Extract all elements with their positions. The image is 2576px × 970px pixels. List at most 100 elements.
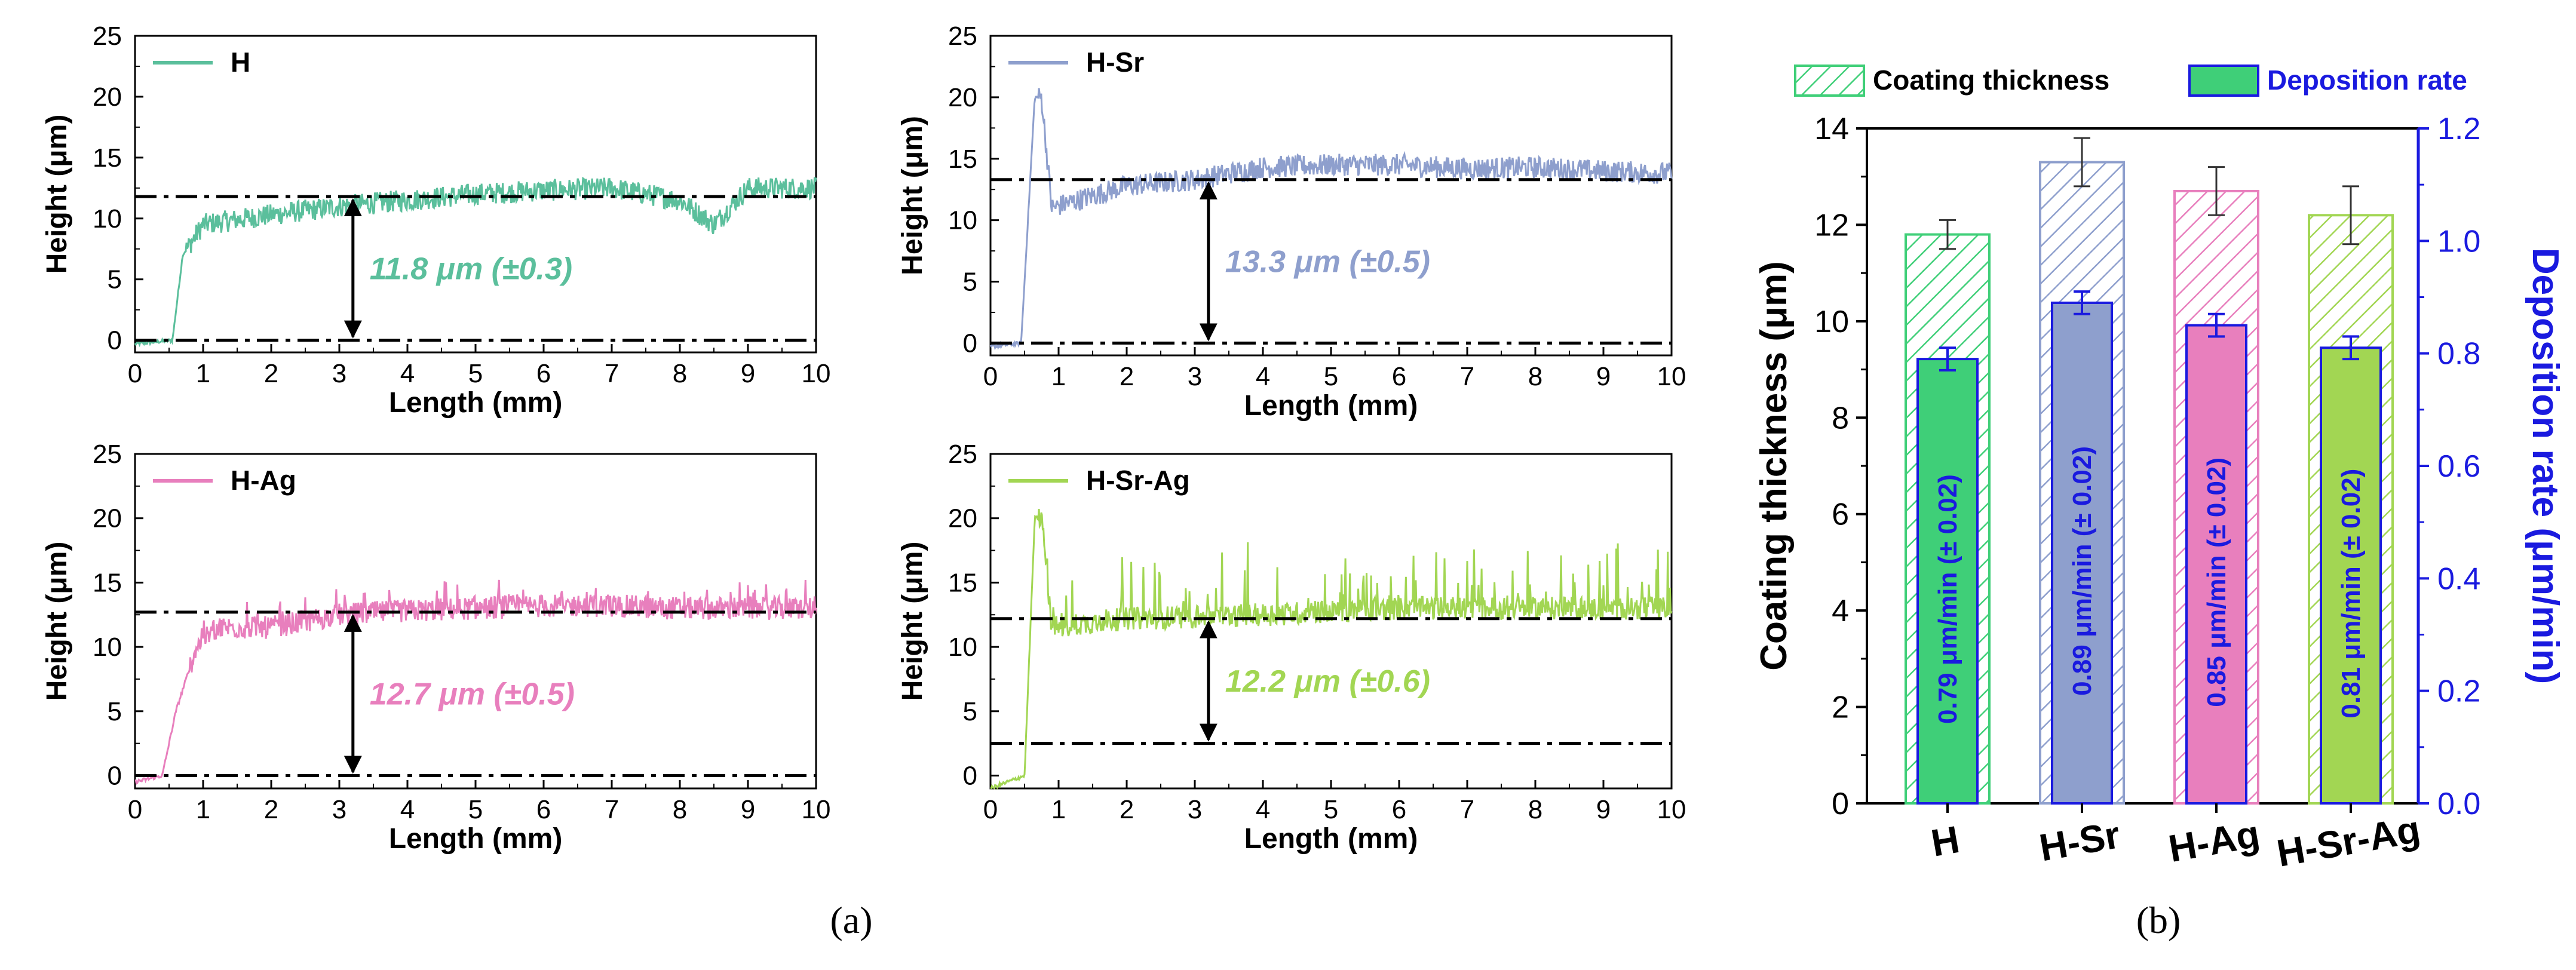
y2-tick-label: 1.2 [2437,112,2480,146]
thickness-annotation: 11.8 μm (±0.3) [370,251,572,286]
deposition-bar-label: 0.85 μm/min (± 0.02) [2202,458,2231,707]
deposition-bar-H-Sr-Ag [2320,346,2382,805]
y-tick-label: 10 [93,633,122,662]
y-tick-label: 20 [948,83,977,112]
x-tick-label: 2 [1120,795,1134,824]
legend-label: H-Ag [231,465,296,496]
y-axis-label: Height (μm) [897,116,928,275]
category-label: H-Ag [2166,812,2263,870]
legend-label: H-Sr [1086,47,1144,78]
y-tick-label: 0 [108,326,122,355]
height-profile-H [134,176,817,348]
y-tick-label: 5 [963,697,977,726]
x-tick-label: 1 [196,359,210,388]
y-tick-label: 6 [1832,498,1849,532]
thickness-annotation: 12.2 μm (±0.6) [1225,664,1430,699]
deposition-bar-label: 0.79 μm/min (± 0.02) [1933,474,1962,724]
x-tick-label: 9 [1596,795,1611,824]
bar-chart: 0 2 4 6 8 10 12 14 0.0 0.2 0.4 0.6 0.8 1.0 1.2 Coating … [1753,65,2566,875]
x-axis-label: Length (mm) [389,823,563,855]
thickness-annotation: 12.7 μm (±0.5) [370,677,575,712]
x-tick-label: 0 [983,362,998,391]
y2-tick-label: 1.0 [2437,224,2480,259]
y2-tick-label: 0.4 [2437,561,2480,596]
x-tick-label: 9 [741,795,755,824]
x-tick-label: 5 [1324,795,1338,824]
x-tick-label: 2 [1120,362,1134,391]
panel-label-a: (a) [830,899,872,941]
x-tick-label: 4 [1256,795,1270,824]
legend-swatch-deposition [2188,65,2259,97]
y-tick-label: 10 [1814,305,1849,339]
deposition-bar-label: 0.81 μm/min (± 0.02) [2336,469,2366,719]
y2-tick-label: 0.2 [2437,674,2480,709]
x-tick-label: 3 [332,359,346,388]
y-tick-label: 4 [1832,594,1849,628]
y-tick-label: 25 [93,22,122,51]
category-label: H [1928,818,1962,865]
y-tick-label: 14 [1814,112,1849,146]
y-tick-label: 10 [93,204,122,234]
x-tick-label: 3 [1188,362,1202,391]
category-label: H-Sr [2036,813,2123,869]
y-axis-label: Height (μm) [897,542,928,701]
deposition-bar-H-Sr [2051,301,2113,805]
x-tick-label: 6 [536,359,551,388]
y-tick-label: 25 [93,440,122,469]
line-panel-H-Ag: 0 1 2 3 4 5 6 7 8 9 10 0 5 10 15 20 25 Length (mm) Height … [41,440,830,855]
x-tick-label: 1 [196,795,210,824]
x-tick-label: 6 [536,795,551,824]
x-tick-label: 4 [1256,362,1270,391]
x-tick-label: 4 [400,795,415,824]
x-tick-label: 8 [1528,795,1542,824]
y-tick-label: 20 [948,504,977,533]
x-tick-label: 1 [1051,362,1066,391]
x-tick-label: 10 [1657,362,1686,391]
y-tick-label: 0 [108,761,122,790]
x-tick-label: 7 [1460,795,1474,824]
x-tick-label: 8 [1528,362,1542,391]
y-tick-label: 25 [948,22,977,51]
deposition-bar-label: 0.89 μm/min (± 0.02) [2068,446,2097,696]
y-tick-label: 10 [948,206,977,235]
plot-frame [134,453,817,790]
y-tick-label: 20 [93,82,122,112]
y-tick-label: 15 [948,145,977,174]
x-tick-label: 7 [1460,362,1474,391]
y2-axis-label: Deposition rate (μm/min) [2525,248,2566,684]
x-tick-label: 6 [1392,795,1406,824]
legend-label-deposition: Deposition rate [2267,65,2467,96]
panel-label-b: (b) [2136,899,2181,941]
y-tick-label: 5 [963,268,977,297]
y-tick-label: 15 [93,143,122,173]
y-axis-label: Height (μm) [41,115,73,274]
x-tick-label: 7 [605,359,619,388]
y-tick-label: 12 [1814,208,1849,242]
x-tick-label: 2 [264,795,278,824]
legend-label: H-Sr-Ag [1086,465,1190,496]
x-tick-label: 0 [128,359,142,388]
y-tick-label: 0 [963,329,977,358]
y-tick-label: 5 [108,697,122,726]
legend-label-thickness: Coating thickness [1873,65,2109,96]
height-profile-H-Sr [989,88,1673,351]
x-axis-label: Length (mm) [1244,390,1418,422]
x-tick-label: 8 [673,795,687,824]
x-tick-label: 10 [802,795,831,824]
y-tick-label: 25 [948,440,977,469]
y-tick-label: 5 [108,265,122,294]
x-tick-label: 0 [983,795,998,824]
x-tick-label: 10 [802,359,831,388]
height-profile-H-Ag [134,579,817,785]
deposition-bar-H-Ag [2185,324,2247,805]
y2-tick-label: 0.0 [2437,787,2480,821]
y-tick-label: 0 [1832,787,1849,821]
x-tick-label: 5 [468,795,483,824]
y2-tick-label: 0.8 [2437,337,2480,372]
thickness-annotation: 13.3 μm (±0.5) [1225,245,1430,280]
x-tick-label: 4 [400,359,415,388]
x-axis-label: Length (mm) [1244,823,1418,855]
x-tick-label: 5 [1324,362,1338,391]
x-axis-label: Length (mm) [389,387,563,419]
